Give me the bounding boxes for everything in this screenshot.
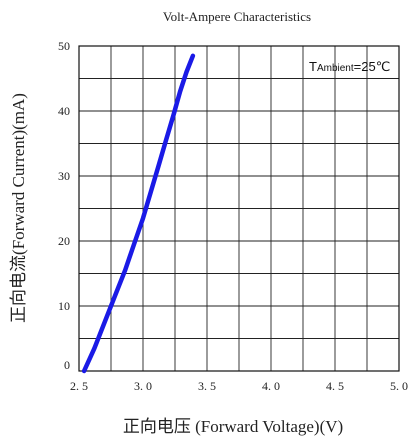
y-axis-label: 正向电流(Forward Current)(mA) (9, 93, 28, 323)
x-tick-label: 2. 5 (70, 379, 88, 393)
x-tick-label: 5. 0 (390, 379, 408, 393)
annotation-subscript: Ambient (317, 63, 354, 74)
x-tick-label: 4. 0 (262, 379, 280, 393)
series-line (81, 53, 196, 374)
y-tick-label: 10 (58, 299, 70, 313)
chart-title: Volt-Ampere Characteristics (163, 9, 311, 24)
ambient-annotation: TAmbient=25℃ (309, 59, 390, 74)
x-axis-label: 正向电压 (Forward Voltage)(V) (123, 417, 343, 436)
y-tick-label: 0 (64, 358, 70, 372)
grid-lines (78, 45, 400, 372)
annotation-suffix: =25℃ (354, 59, 391, 74)
x-tick-label: 3. 5 (198, 379, 216, 393)
y-tick-label: 20 (58, 234, 70, 248)
x-tick-label: 3. 0 (134, 379, 152, 393)
y-tick-label: 50 (58, 39, 70, 53)
y-tick-label: 30 (58, 169, 70, 183)
y-tick-label: 40 (58, 104, 70, 118)
x-tick-label: 4. 5 (326, 379, 344, 393)
plot-frame (78, 45, 400, 372)
tick-labels: 2. 5 3. 0 3. 5 4. 0 4. 5 5. 0 0 10 20 30 40 50 (58, 39, 408, 393)
annotation-prefix: T (309, 59, 317, 74)
